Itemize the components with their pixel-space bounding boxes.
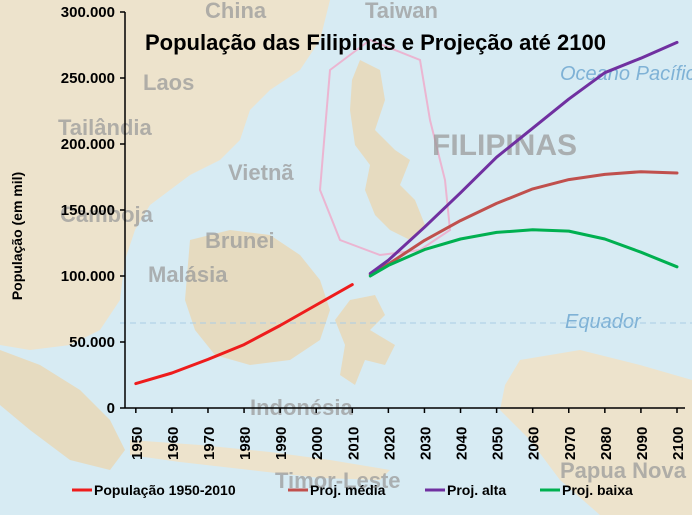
x-tick-label: 2090	[634, 427, 651, 460]
y-tick-label: 150.000	[61, 202, 115, 219]
x-tick-label: 2070	[562, 427, 579, 460]
series-line-1	[368, 170, 679, 277]
x-axis-ticks: 1950 1960 1970 1980 1990 2000 2010 2020 2030 2040…	[129, 408, 687, 460]
map-label-laos: Laos	[143, 70, 194, 95]
legend-label-0: População 1950-2010	[94, 482, 236, 498]
x-tick-label: 2020	[381, 427, 398, 460]
map-land-sumatra	[0, 350, 125, 470]
x-tick-label: 2040	[454, 427, 471, 460]
x-tick-label: 2030	[417, 427, 434, 460]
map-label-papua: Papua Nova	[560, 458, 687, 483]
map-label-brunei: Brunei	[205, 228, 275, 253]
x-tick-label: 2100	[670, 427, 687, 460]
x-tick-label: 2050	[490, 427, 507, 460]
series-line-0	[134, 283, 354, 386]
x-tick-label: 2000	[309, 427, 326, 460]
y-tick-label: 100.000	[61, 268, 115, 285]
y-tick-label: 0	[107, 400, 115, 417]
legend: População 1950-2010 Proj. média Proj. alta…	[72, 482, 633, 498]
map-land-java	[130, 440, 390, 480]
x-tick-label: 1980	[237, 427, 254, 460]
x-tick-label: 1970	[201, 427, 218, 460]
map-land-papua	[500, 350, 692, 515]
x-tick-label: 2010	[345, 427, 362, 460]
chart-title: População das Filipinas e Projeção até 2…	[145, 30, 606, 55]
map-label-china: China	[205, 0, 267, 23]
map-label-filipinas: FILIPINAS	[432, 129, 577, 162]
x-tick-label: 2060	[526, 427, 543, 460]
map-label-equator: Equador	[565, 311, 642, 333]
map-label-taiwan: Taiwan	[365, 0, 438, 23]
map-land-sulawesi	[335, 295, 395, 385]
legend-label-3: Proj. baixa	[562, 482, 633, 498]
y-axis-ticks: 0 50.000 100.000 150.000 200.000 250.000 300.0…	[61, 4, 125, 417]
x-tick-label: 1990	[273, 427, 290, 460]
map-land-mainland	[0, 0, 330, 350]
map-label-ocean: Oceano Pacífico	[560, 63, 692, 85]
map-label-malasia: Malásia	[148, 262, 228, 287]
y-axis-label: População (em mil)	[9, 172, 25, 300]
legend-label-2: Proj. alta	[447, 482, 506, 498]
x-tick-label: 2080	[598, 427, 615, 460]
x-tick-label: 1950	[129, 427, 146, 460]
map-eez-outline	[318, 38, 452, 257]
y-tick-label: 250.000	[61, 70, 115, 87]
map-land-borneo	[185, 230, 330, 365]
legend-label-1: Proj. média	[310, 482, 386, 498]
map-label-camboja: Camboja	[60, 202, 154, 227]
series-line-2	[368, 40, 679, 275]
x-tick-label: 1960	[165, 427, 182, 460]
y-tick-label: 200.000	[61, 136, 115, 153]
map-label-vietna: Vietnã	[228, 160, 294, 185]
series-line-3	[368, 228, 679, 278]
map-label-tailandia: Tailândia	[58, 115, 152, 140]
map-land-philippines	[350, 60, 425, 240]
y-tick-label: 300.000	[61, 4, 115, 21]
y-tick-label: 50.000	[69, 334, 115, 351]
series-layer	[134, 40, 679, 386]
